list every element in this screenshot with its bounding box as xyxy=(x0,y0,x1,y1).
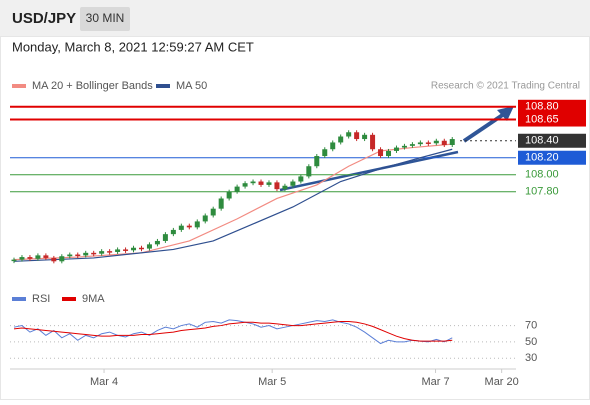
candle xyxy=(35,255,41,259)
x-tick-label: Mar 20 xyxy=(485,376,519,388)
candle xyxy=(370,134,376,150)
level-label: 108.00 xyxy=(525,169,559,181)
candle xyxy=(59,256,65,262)
candle xyxy=(242,183,248,187)
candle xyxy=(314,156,320,167)
candle xyxy=(19,257,25,260)
candle xyxy=(186,225,192,228)
legend-swatch xyxy=(12,297,26,301)
candle xyxy=(210,208,216,216)
ma-line xyxy=(13,143,453,261)
candle xyxy=(27,257,33,259)
candle xyxy=(417,142,423,145)
candle xyxy=(170,229,176,235)
candle xyxy=(146,244,152,249)
candle xyxy=(107,251,113,253)
candle xyxy=(266,182,272,185)
level-box xyxy=(518,150,586,165)
candle xyxy=(194,221,200,228)
candle xyxy=(274,182,280,190)
candle xyxy=(338,136,344,143)
interval-box xyxy=(80,7,130,31)
candle xyxy=(178,225,184,230)
legend-label: RSI xyxy=(32,293,50,305)
legend-swatch xyxy=(156,84,170,88)
trend-line xyxy=(279,150,459,192)
x-tick-label: Mar 5 xyxy=(258,376,286,388)
arrow-head xyxy=(497,106,514,121)
candle xyxy=(393,147,399,151)
candle xyxy=(226,191,232,199)
candle xyxy=(386,150,392,157)
candle xyxy=(306,166,312,177)
candle xyxy=(354,132,360,140)
level-label: 107.80 xyxy=(525,186,559,198)
candle xyxy=(131,247,137,251)
candle xyxy=(115,249,121,252)
y-tick-label: 70 xyxy=(525,319,537,331)
candle xyxy=(138,247,144,250)
level-label: 108.80 xyxy=(525,101,559,113)
legend-label: MA 20 + Bollinger Bands xyxy=(32,80,153,92)
legend-label: 9MA xyxy=(82,293,105,305)
candle xyxy=(322,149,328,157)
candle xyxy=(409,144,415,146)
credit: Research © 2021 Trading Central xyxy=(431,81,580,92)
candle xyxy=(378,149,384,157)
candle xyxy=(298,176,304,182)
candle xyxy=(123,249,129,251)
x-tick-label: Mar 7 xyxy=(421,376,449,388)
legend-swatch xyxy=(62,297,76,301)
level-box xyxy=(518,99,586,114)
y-tick-label: 30 xyxy=(525,352,537,364)
rsi-line xyxy=(13,320,453,342)
candle xyxy=(202,215,208,222)
level-box xyxy=(518,112,586,127)
candle xyxy=(162,234,168,241)
level-label: 108.20 xyxy=(525,152,559,164)
symbol: USD/JPY xyxy=(12,10,76,27)
candle xyxy=(91,252,97,255)
rsi-line xyxy=(13,319,453,345)
candle xyxy=(154,240,160,245)
candle xyxy=(99,251,105,254)
candle xyxy=(67,254,73,257)
candle xyxy=(218,198,224,209)
candle xyxy=(51,257,57,262)
candle xyxy=(449,139,455,145)
level-box xyxy=(518,133,586,148)
candle xyxy=(425,142,431,144)
x-tick-label: Mar 4 xyxy=(90,376,118,388)
candle xyxy=(401,145,407,148)
interval: 30 MIN xyxy=(86,11,125,25)
candle xyxy=(75,254,81,257)
candle xyxy=(282,185,288,190)
legend-swatch xyxy=(12,84,26,88)
candle xyxy=(433,140,439,144)
level-label: 108.65 xyxy=(525,113,559,125)
candle xyxy=(362,134,368,140)
level-label: 108.40 xyxy=(525,135,559,147)
ma-line xyxy=(13,148,453,262)
candle xyxy=(330,142,336,150)
candle xyxy=(234,186,240,192)
candle xyxy=(441,140,447,145)
target-arrow xyxy=(462,112,506,143)
candle xyxy=(258,181,264,185)
candle xyxy=(11,259,17,262)
timestamp: Monday, March 8, 2021 12:59:27 AM CET xyxy=(12,39,254,54)
candle xyxy=(83,252,89,256)
candle xyxy=(250,181,256,184)
y-tick-label: 50 xyxy=(525,336,537,348)
legend-label: MA 50 xyxy=(176,80,207,92)
candle xyxy=(346,132,352,137)
candle xyxy=(43,255,49,258)
candle xyxy=(290,181,296,186)
